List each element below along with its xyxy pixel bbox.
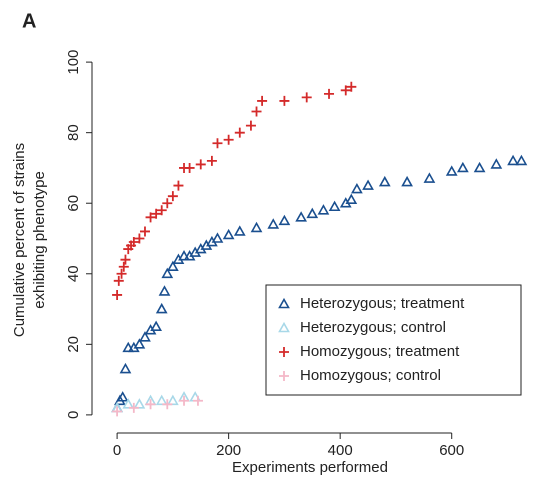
point: [456, 161, 469, 173]
x-tick-label: 200: [216, 442, 241, 459]
point: [128, 237, 139, 248]
point: [179, 395, 190, 406]
point: [155, 394, 168, 406]
point: [378, 175, 391, 187]
point: [162, 198, 173, 209]
point: [120, 254, 131, 265]
point: [250, 221, 263, 233]
point: [162, 399, 173, 410]
point: [158, 285, 171, 296]
point: [324, 88, 335, 99]
point: [473, 161, 486, 173]
point: [195, 159, 206, 170]
point: [133, 398, 146, 409]
legend-label: Homozygous; treatment: [300, 343, 460, 360]
point: [317, 204, 330, 215]
point: [184, 162, 195, 173]
point: [267, 218, 280, 229]
point: [401, 175, 413, 187]
point: [362, 179, 374, 190]
point: [122, 398, 135, 409]
point: [306, 207, 319, 219]
point: [279, 95, 290, 106]
y-tick-label: 80: [65, 124, 82, 141]
point: [116, 391, 129, 402]
point: [173, 180, 184, 191]
point: [212, 138, 223, 149]
point: [112, 289, 123, 300]
legend-marker: [278, 297, 290, 309]
point: [156, 205, 167, 216]
legend-marker: [278, 321, 290, 333]
y-tick-label: 100: [65, 50, 82, 75]
point: [257, 95, 268, 106]
point: [178, 250, 190, 261]
y-tick-label: 60: [65, 195, 82, 212]
point: [278, 214, 291, 226]
point: [150, 320, 163, 331]
point: [328, 200, 341, 212]
point: [167, 191, 178, 202]
point: [151, 208, 162, 219]
point: [206, 155, 217, 166]
y-axis-label: Cumulative percent of strains: [11, 143, 28, 337]
point: [251, 106, 262, 117]
point: [234, 127, 245, 138]
legend-label: Heterozygous; treatment: [300, 295, 465, 312]
point: [351, 182, 363, 194]
point: [245, 120, 256, 131]
point: [340, 85, 351, 96]
point: [346, 81, 357, 92]
point: [145, 212, 156, 223]
point: [139, 331, 151, 342]
x-tick-label: 400: [328, 442, 353, 459]
point: [155, 302, 168, 314]
point: [139, 226, 150, 237]
legend-box: [265, 284, 522, 396]
point: [233, 225, 246, 236]
point: [515, 154, 528, 166]
y-tick-label: 20: [65, 336, 82, 353]
point: [301, 92, 312, 103]
point: [122, 341, 135, 353]
point: [445, 165, 458, 176]
legend-label: Heterozygous; control: [300, 319, 446, 336]
legend-label: Homozygous; control: [300, 367, 441, 384]
point: [119, 362, 132, 374]
point: [118, 261, 129, 272]
point: [128, 402, 139, 413]
point: [490, 158, 503, 169]
point: [113, 275, 124, 286]
point: [192, 395, 203, 406]
point: [507, 154, 519, 166]
x-axis-label: Experiments performed: [232, 459, 388, 476]
y-axis-label: exhibiting phenotype: [31, 171, 48, 309]
point: [145, 399, 156, 410]
panel-label: A: [22, 10, 36, 32]
point: [345, 193, 358, 204]
point: [166, 260, 179, 272]
point: [166, 394, 179, 406]
point: [161, 267, 174, 279]
legend-marker: [279, 347, 289, 357]
point: [295, 211, 308, 222]
point: [134, 233, 145, 244]
point: [222, 228, 235, 240]
point: [112, 406, 123, 417]
legend-marker: [279, 371, 289, 381]
x-tick-label: 600: [439, 442, 464, 459]
point: [423, 172, 436, 183]
point: [211, 232, 224, 243]
point: [116, 268, 127, 279]
y-tick-label: 0: [65, 411, 82, 419]
y-tick-label: 40: [65, 265, 82, 282]
point: [223, 134, 234, 145]
point: [133, 338, 146, 349]
x-tick-label: 0: [113, 442, 121, 459]
